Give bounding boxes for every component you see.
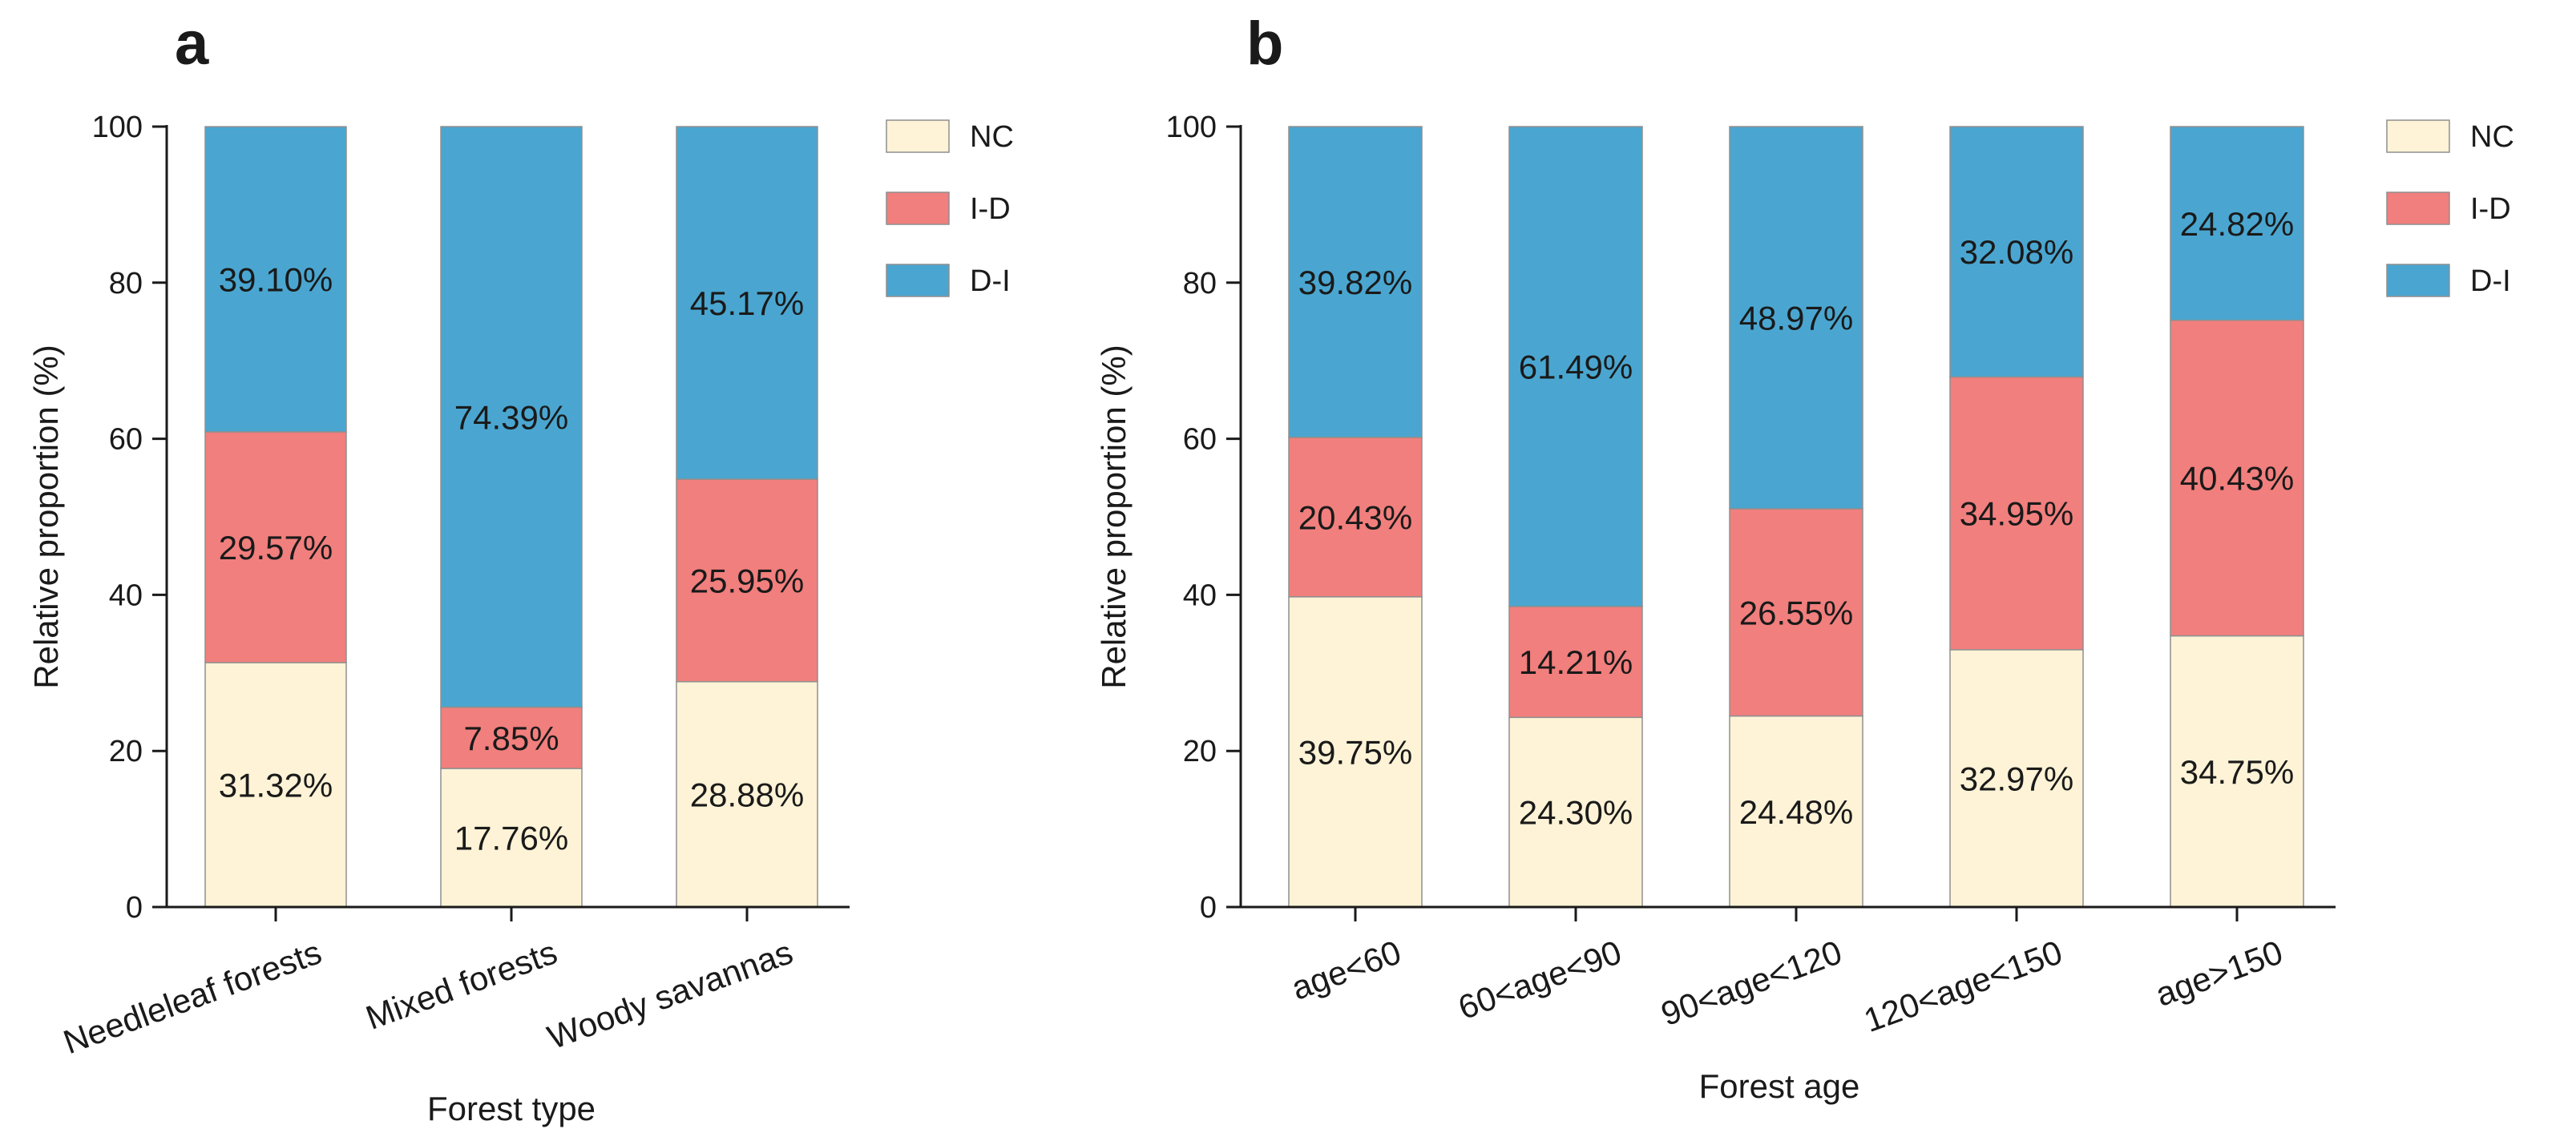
data-label-i-d: 25.95% [690, 562, 804, 599]
x-tick-label: age>150 [2150, 933, 2287, 1013]
bar-segment-d-i [1729, 126, 1863, 510]
y-tick-label: 80 [1183, 267, 1217, 300]
data-label-i-d: 40.43% [2180, 460, 2294, 498]
data-label-nc: 24.30% [1519, 794, 1633, 832]
data-label-nc: 28.88% [690, 776, 804, 813]
y-tick-label: 20 [1183, 735, 1217, 768]
legend-label-d-i: D-I [970, 264, 1011, 298]
data-label-d-i: 45.17% [690, 284, 804, 322]
bar-segment-nc [2170, 635, 2304, 908]
data-label-i-d: 20.43% [1298, 498, 1412, 536]
data-label-nc: 34.75% [2180, 753, 2294, 791]
bar-segment-i-d [1949, 376, 2084, 651]
data-label-d-i: 32.08% [1960, 233, 2073, 271]
panel-b-chart: b 39.75% 20.43% 39.82% 24.30% 14.21% 61.49% 24.… [1095, 10, 2514, 1105]
data-label-nc: 39.75% [1298, 733, 1412, 771]
x-tick-label: Mixed forests [361, 933, 562, 1037]
bar-segment-i-d [2170, 319, 2304, 637]
data-label-nc: 31.32% [219, 766, 333, 804]
data-label-d-i: 61.49% [1519, 348, 1633, 385]
bar-segment-i-d [204, 431, 347, 663]
data-label-d-i: 24.82% [2180, 205, 2294, 243]
data-label-nc: 17.76% [454, 820, 568, 857]
data-label-d-i: 39.82% [1298, 264, 1412, 301]
legend-swatch-nc [2386, 119, 2450, 153]
bar-segment-nc [440, 768, 583, 908]
bar-segment-nc [1949, 649, 2084, 908]
bar-segment-d-i [1288, 126, 1423, 438]
bar-segment-i-d [440, 706, 583, 769]
y-tick-label: 60 [109, 423, 143, 457]
legend-label-i-d: I-D [970, 192, 1011, 226]
data-label-d-i: 48.97% [1739, 299, 1853, 337]
y-tick-label: 40 [1183, 579, 1217, 612]
y-tick-label: 20 [109, 735, 143, 768]
data-label-nc: 24.48% [1739, 793, 1853, 831]
panel-label-b: b [1246, 10, 1283, 78]
y-axis-title: Relative proportion (%) [1095, 345, 1133, 689]
bar-segment-nc [1288, 596, 1423, 908]
legend-label-i-d: I-D [2470, 192, 2511, 226]
panel-label-a: a [175, 10, 209, 78]
panel-a-chart: a 31.32% 29.57% 39.10% 17.76% 7.85% 74.39% 28.8… [27, 10, 1014, 1127]
y-tick-label: 100 [1166, 111, 1217, 144]
bar-segment-d-i [1508, 126, 1643, 607]
data-label-i-d: 29.57% [219, 529, 333, 566]
legend-swatch-i-d [886, 192, 950, 225]
bar-segment-nc [1729, 715, 1863, 908]
x-tick-label: Woody savannas [543, 933, 797, 1056]
data-label-nc: 32.97% [1960, 760, 2073, 797]
y-tick-label: 0 [126, 891, 143, 925]
legend-label-nc: NC [2470, 120, 2514, 154]
legend-swatch-nc [886, 119, 950, 153]
bar-segment-nc [204, 662, 347, 908]
data-label-d-i: 74.39% [454, 398, 568, 436]
y-tick-label: 0 [1200, 891, 1217, 925]
y-axis-title: Relative proportion (%) [27, 345, 65, 689]
legend-swatch-i-d [2386, 192, 2450, 225]
bar-segment-d-i [2170, 126, 2304, 321]
bar-segment-nc [676, 680, 818, 908]
legend-label-d-i: D-I [2470, 264, 2511, 298]
data-label-i-d: 7.85% [463, 720, 559, 757]
legend-swatch-d-i [886, 264, 950, 297]
y-tick-label: 80 [109, 267, 143, 300]
x-tick-label: 90<age<120 [1656, 933, 1847, 1033]
y-tick-label: 60 [1183, 423, 1217, 457]
x-axis-title: Forest type [427, 1090, 596, 1127]
y-tick-label: 100 [92, 111, 143, 144]
data-label-i-d: 34.95% [1960, 495, 2073, 533]
legend-swatch-d-i [2386, 264, 2450, 297]
legend-label-nc: NC [970, 120, 1014, 154]
bar-segment-i-d [1288, 437, 1423, 598]
bar-segment-i-d [676, 478, 818, 683]
bar-segment-d-i [440, 126, 583, 708]
bar-segment-d-i [1949, 126, 2084, 378]
bar-segment-i-d [1729, 508, 1863, 717]
data-label-i-d: 14.21% [1519, 643, 1633, 681]
y-tick-label: 40 [109, 579, 143, 612]
x-tick-label: age<60 [1286, 933, 1406, 1007]
bar-segment-d-i [204, 126, 347, 433]
x-axis-title: Forest age [1699, 1067, 1860, 1105]
bar-segment-nc [1508, 716, 1643, 908]
x-tick-label: 120<age<150 [1859, 933, 2067, 1039]
data-label-d-i: 39.10% [219, 261, 333, 299]
x-tick-label: 60<age<90 [1453, 933, 1626, 1026]
x-tick-label: Needleleaf forests [59, 933, 326, 1061]
data-label-i-d: 26.55% [1739, 594, 1853, 631]
bar-segment-d-i [676, 126, 818, 480]
